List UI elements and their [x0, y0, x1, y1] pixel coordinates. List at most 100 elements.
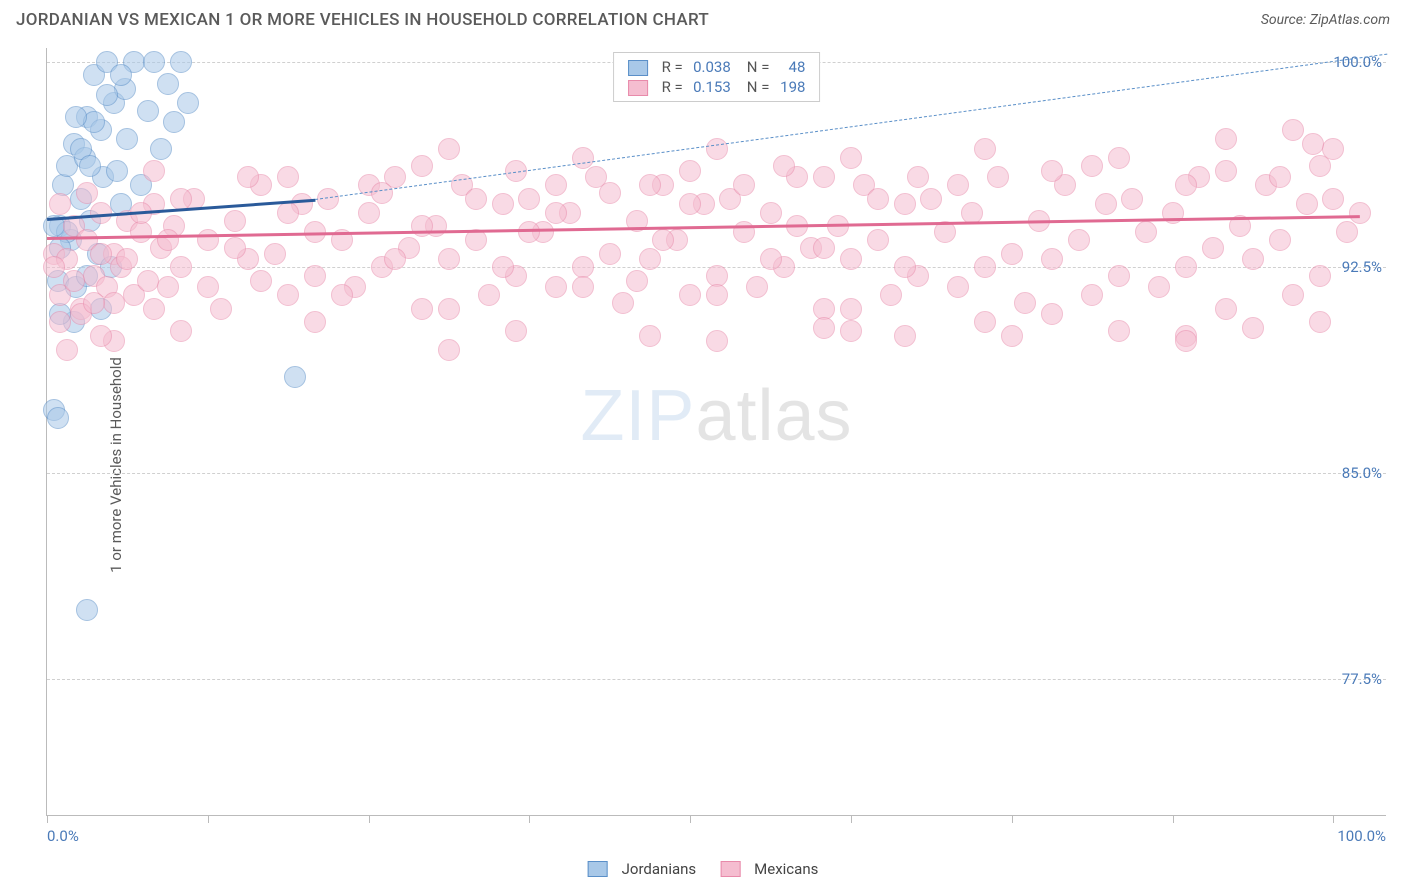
- data-point: [277, 284, 299, 306]
- watermark-zip: ZIP: [580, 376, 695, 456]
- y-tick-label: 85.0%: [1342, 464, 1382, 482]
- data-point: [96, 84, 118, 106]
- data-point: [170, 320, 192, 342]
- data-point: [1202, 237, 1224, 259]
- data-point: [572, 276, 594, 298]
- x-tick: [851, 815, 852, 823]
- data-point: [157, 73, 179, 95]
- x-tick: [369, 815, 370, 823]
- data-point: [76, 182, 98, 204]
- data-point: [56, 339, 78, 361]
- data-point: [773, 155, 795, 177]
- data-point: [706, 330, 728, 352]
- data-point: [1108, 147, 1130, 169]
- data-point: [813, 166, 835, 188]
- data-point: [894, 325, 916, 347]
- data-point: [83, 292, 105, 314]
- data-point: [545, 276, 567, 298]
- data-point: [358, 202, 380, 224]
- data-point: [197, 229, 219, 251]
- data-point: [1081, 284, 1103, 306]
- data-point: [1302, 133, 1324, 155]
- data-point: [679, 160, 701, 182]
- data-point: [1242, 248, 1264, 270]
- data-point: [1175, 174, 1197, 196]
- data-point: [1081, 155, 1103, 177]
- data-point: [49, 193, 71, 215]
- data-point: [438, 298, 460, 320]
- data-point: [304, 311, 326, 333]
- data-point: [545, 174, 567, 196]
- data-point: [612, 292, 634, 314]
- data-point: [143, 160, 165, 182]
- legend-bottom: Jordanians Mexicans: [588, 860, 819, 878]
- data-point: [1121, 188, 1143, 210]
- data-point: [974, 138, 996, 160]
- legend-label: Mexicans: [754, 860, 818, 878]
- data-point: [1282, 119, 1304, 141]
- x-tick: [208, 815, 209, 823]
- data-point: [1282, 284, 1304, 306]
- data-point: [210, 298, 232, 320]
- data-point: [652, 229, 674, 251]
- data-point: [572, 147, 594, 169]
- y-tick-label: 77.5%: [1342, 670, 1382, 688]
- chart-container: 1 or more Vehicles in Household ZIPatlas…: [0, 38, 1406, 892]
- data-point: [1242, 317, 1264, 339]
- data-point: [150, 138, 172, 160]
- data-point: [746, 276, 768, 298]
- data-point: [76, 599, 98, 621]
- data-point: [157, 229, 179, 251]
- data-point: [137, 270, 159, 292]
- legend-swatch: [588, 861, 608, 877]
- data-point: [599, 182, 621, 204]
- data-point: [1215, 160, 1237, 182]
- data-point: [197, 276, 219, 298]
- data-point: [1014, 292, 1036, 314]
- watermark: ZIPatlas: [580, 375, 852, 457]
- data-point: [411, 298, 433, 320]
- data-point: [224, 237, 246, 259]
- chart-header: JORDANIAN VS MEXICAN 1 OR MORE VEHICLES …: [0, 0, 1406, 36]
- data-point: [733, 221, 755, 243]
- data-point: [1269, 166, 1291, 188]
- data-point: [706, 284, 728, 306]
- y-tick-label: 92.5%: [1342, 258, 1382, 276]
- data-point: [1322, 188, 1344, 210]
- data-point: [143, 51, 165, 73]
- x-tick: [1173, 815, 1174, 823]
- plot-area: ZIPatlas 77.5%85.0%92.5%100.0%0.0%100.0%…: [46, 48, 1386, 816]
- data-point: [116, 248, 138, 270]
- data-point: [1108, 320, 1130, 342]
- legend-item: Jordanians: [588, 860, 697, 878]
- grid-line: [47, 473, 1386, 474]
- data-point: [1175, 256, 1197, 278]
- data-point: [157, 276, 179, 298]
- data-point: [639, 248, 661, 270]
- data-point: [867, 188, 889, 210]
- data-point: [438, 248, 460, 270]
- x-tick: [529, 815, 530, 823]
- data-point: [840, 298, 862, 320]
- data-point: [840, 147, 862, 169]
- data-point: [1041, 303, 1063, 325]
- data-point: [277, 202, 299, 224]
- data-point: [1336, 221, 1358, 243]
- data-point: [331, 284, 353, 306]
- data-point: [867, 229, 889, 251]
- data-point: [79, 155, 101, 177]
- data-point: [130, 221, 152, 243]
- data-point: [411, 215, 433, 237]
- data-point: [411, 155, 433, 177]
- data-point: [371, 182, 393, 204]
- data-point: [518, 188, 540, 210]
- data-point: [733, 174, 755, 196]
- chart-source: Source: ZipAtlas.com: [1261, 12, 1390, 28]
- data-point: [1215, 128, 1237, 150]
- data-point: [492, 193, 514, 215]
- data-point: [1309, 311, 1331, 333]
- data-point: [163, 111, 185, 133]
- legend-item: Mexicans: [720, 860, 818, 878]
- x-tick: [1012, 815, 1013, 823]
- data-point: [760, 248, 782, 270]
